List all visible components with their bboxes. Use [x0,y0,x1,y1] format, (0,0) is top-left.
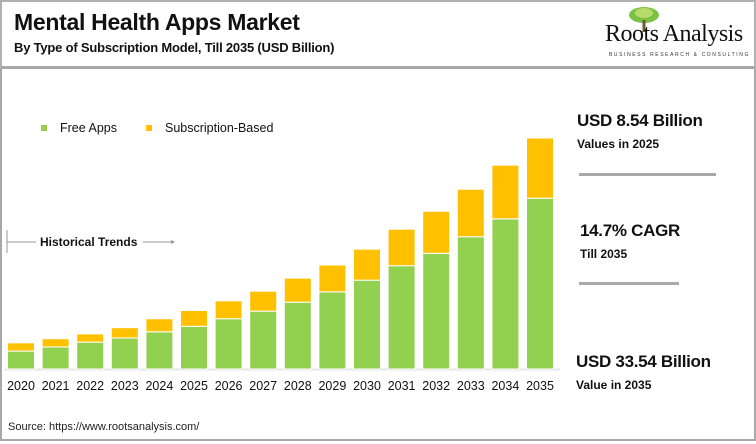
x-tick-label: 2027 [249,379,277,393]
bar-subscription-based-2022 [76,333,105,343]
legend-label: Free Apps [60,121,117,135]
divider [579,282,679,285]
bar-subscription-based-2026 [214,300,243,320]
bar-free-apps-2025 [180,325,208,370]
arrow-right-icon [171,240,175,244]
x-tick-label: 2033 [457,379,485,393]
bar-free-apps-2035 [526,197,554,370]
bar-subscription-based-2030 [353,248,381,281]
bar-free-apps-2024 [145,331,174,370]
bar-subscription-based-2031 [387,228,416,267]
x-tick-label: 2032 [422,379,450,393]
legend-item-subscription-based: Subscription-Based [146,121,273,135]
bar-free-apps-2028 [283,301,312,370]
bar-free-apps-2033 [456,236,485,370]
bar-free-apps-2026 [214,318,243,370]
x-tick-label: 2021 [42,379,70,393]
x-tick-label: 2020 [7,379,35,393]
header: Mental Health Apps Market By Type of Sub… [0,0,756,69]
bar-subscription-based-2033 [456,188,485,238]
logo-name: Roots Analysis [605,21,743,47]
kpi-2025-value: USD 8.54 Billion [577,111,703,130]
chart-title: Mental Health Apps Market [14,9,300,35]
bar-subscription-based-2028 [283,277,312,303]
x-tick-label: 2028 [284,379,312,393]
x-tick-label: 2022 [76,379,104,393]
bar-free-apps-2021 [41,346,70,370]
bar-free-apps-2027 [249,310,278,370]
x-tick-label: 2031 [388,379,416,393]
kpi-2025-label: Values in 2025 [577,137,660,151]
x-tick-label: 2026 [215,379,243,393]
kpi-cagr-label: Till 2035 [580,247,628,261]
bar-subscription-based-2024 [145,318,174,333]
x-tick-label: 2035 [526,379,554,393]
bar-free-apps-2029 [318,291,347,370]
legend-swatch-free-apps [41,125,47,131]
x-tick-label: 2025 [180,379,208,393]
bar-subscription-based-2023 [110,327,139,339]
x-tick-label: 2024 [145,379,173,393]
kpi-cagr-value: 14.7% CAGR [580,221,680,240]
bar-free-apps-2031 [387,265,416,370]
bar-free-apps-2023 [110,337,139,370]
bar-subscription-based-2021 [41,338,70,348]
bar-free-apps-2030 [353,279,381,370]
tree-icon [629,7,659,32]
kpi-2035-label: Value in 2035 [576,378,652,392]
logo-tagline: BUSINESS RESEARCH & CONSULTING [609,52,750,58]
bar-subscription-based-2034 [491,164,520,220]
x-tick-label: 2030 [353,379,381,393]
roots-analysis-logo: Roots Analysis BUSINESS RESEARCH & CONSU… [602,4,752,66]
chart-subtitle: By Type of Subscription Model, Till 2035… [14,40,335,55]
bar-free-apps-2032 [422,252,451,370]
source-note: Source: https://www.rootsanalysis.com/ [8,421,200,433]
bar-free-apps-2020 [7,350,35,370]
bar-free-apps-2034 [491,218,520,370]
legend-item-free-apps: Free Apps [41,121,117,135]
bar-free-apps-2022 [76,341,105,370]
bar-subscription-based-2032 [422,210,451,254]
bar-subscription-based-2025 [180,309,208,327]
kpi-2035-value: USD 33.54 Billion [576,352,711,371]
x-tick-label: 2023 [111,379,139,393]
bar-subscription-based-2035 [526,137,554,199]
bar-subscription-based-2020 [7,342,35,352]
bar-subscription-based-2029 [318,264,347,293]
bar-subscription-based-2027 [249,290,278,312]
x-tick-label: 2029 [318,379,346,393]
divider [579,173,716,176]
chart-panel [0,69,756,441]
x-tick-label: 2034 [491,379,519,393]
legend-swatch-subscription [146,125,152,131]
legend-label: Subscription-Based [165,121,274,135]
historical-trends-label: Historical Trends [40,235,138,249]
